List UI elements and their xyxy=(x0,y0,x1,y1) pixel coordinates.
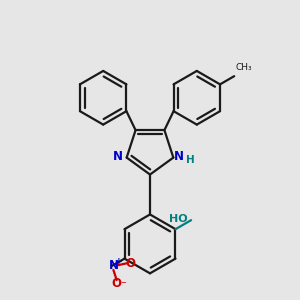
Text: O: O xyxy=(125,257,135,270)
Text: HO: HO xyxy=(169,214,188,224)
Text: CH₃: CH₃ xyxy=(236,63,252,72)
Text: N: N xyxy=(108,260,118,272)
Text: +: + xyxy=(116,257,123,266)
Text: ⁻: ⁻ xyxy=(120,280,126,290)
Text: H: H xyxy=(186,154,195,164)
Text: O: O xyxy=(112,278,122,290)
Text: N: N xyxy=(174,150,184,164)
Text: N: N xyxy=(112,150,122,164)
